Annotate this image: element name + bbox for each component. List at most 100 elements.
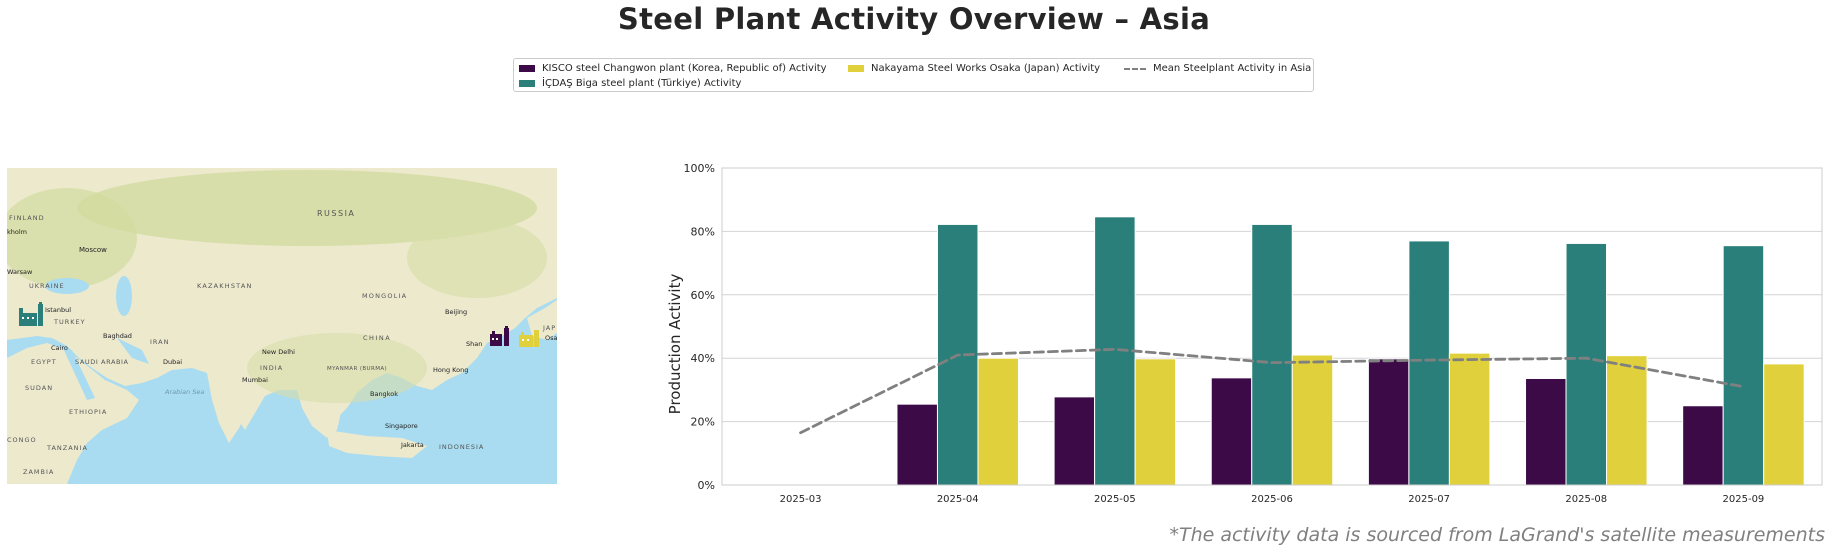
bar-series-0 — [1525, 377, 1567, 486]
map-vegetation-west — [7, 188, 137, 288]
map-label-cairo: Cairo — [51, 344, 68, 352]
map-label-china: CHINA — [363, 334, 391, 342]
legend-swatch-mean — [1124, 67, 1146, 70]
bar-series-2 — [1606, 355, 1648, 486]
map-land-indonesia — [327, 430, 427, 458]
map-label-ethiopia: ETHIOPIA — [69, 408, 107, 416]
map-caspian-sea — [116, 276, 132, 316]
map-label-newdelhi: New Delhi — [262, 348, 295, 356]
map-label-singapore: Singapore — [385, 422, 418, 430]
x-tick-label: 2025-04 — [937, 494, 979, 505]
map-label-ukraine: UKRAINE — [29, 282, 65, 290]
bar-series-2 — [1763, 363, 1805, 486]
bar-series-1 — [1251, 223, 1293, 486]
map-persian-gulf — [117, 338, 149, 364]
map-label-shanghai: Shan — [466, 340, 482, 348]
bar-series-2 — [977, 357, 1019, 486]
map-label-baghdad: Baghdad — [103, 332, 132, 340]
y-tick-label: 20% — [691, 416, 715, 429]
map-label-stockholm: kholm — [7, 228, 27, 236]
map-vegetation-north — [77, 170, 537, 246]
x-tick-label: 2025-08 — [1565, 494, 1607, 505]
map-label-istanbul: Istanbul — [45, 306, 71, 314]
bar-series-0 — [1367, 358, 1410, 486]
map-label-indonesia: INDONESIA — [439, 443, 484, 451]
map-label-finland: FINLAND — [9, 214, 45, 222]
legend-item-icdas: İÇDAŞ Biga steel plant (Türkiye) Activit… — [519, 78, 741, 89]
asia-map: RUSSIA FINLAND kholm Moscow Warsaw UKRAI… — [7, 168, 557, 484]
map-label-japan: JAP — [542, 324, 556, 332]
map-black-sea — [45, 278, 89, 294]
bar-series-0 — [896, 403, 938, 486]
legend-swatch-icdas — [519, 80, 535, 87]
map-label-dubai: Dubai — [163, 358, 182, 366]
map-label-turkey: TURKEY — [53, 318, 86, 326]
map-label-beijing: Beijing — [445, 308, 467, 316]
legend-label-nakayama: Nakayama Steel Works Osaka (Japan) Activ… — [871, 63, 1101, 74]
bar-series-0 — [1053, 396, 1096, 486]
legend-label-icdas: İÇDAŞ Biga steel plant (Türkiye) Activit… — [542, 78, 742, 89]
map-label-mongolia: MONGOLIA — [362, 292, 407, 300]
x-tick-label: 2025-06 — [1251, 494, 1293, 505]
map-land-india — [207, 373, 257, 443]
x-tick-label: 2025-09 — [1723, 494, 1765, 505]
map-label-congo: CONGO — [7, 436, 37, 444]
y-tick-label: 100% — [684, 162, 715, 175]
map-label-myanmar: MYANMAR (BURMA) — [327, 366, 387, 372]
map-label-india: INDIA — [260, 364, 283, 372]
bar-series-0 — [1210, 377, 1253, 486]
legend-item-kisco: KISCO steel Changwon plant (Korea, Repub… — [519, 63, 827, 74]
y-axis-title: Production Activity — [666, 274, 684, 415]
map-label-egypt: EGYPT — [31, 358, 57, 366]
map-label-jakarta: Jakarta — [400, 441, 424, 449]
bar-series-1 — [1094, 216, 1136, 486]
map-red-sea — [62, 346, 95, 400]
page-title: Steel Plant Activity Overview – Asia — [617, 2, 1211, 36]
map-vegetation-south — [247, 333, 427, 403]
map-label-sudan: SUDAN — [25, 384, 53, 392]
legend-item-nakayama: Nakayama Steel Works Osaka (Japan) Activ… — [848, 63, 1100, 74]
bar-series-0 — [1682, 405, 1724, 486]
y-tick-label: 0% — [698, 479, 715, 492]
map-vegetation-east — [407, 218, 547, 298]
plot-frame — [721, 167, 1823, 486]
legend-label-kisco: KISCO steel Changwon plant (Korea, Repub… — [542, 63, 827, 74]
legend-item-mean: Mean Steelplant Activity in Asia — [1124, 63, 1311, 74]
factory-icon-nakayama — [519, 330, 539, 347]
map-label-warsaw: Warsaw — [7, 268, 33, 276]
bar-series-2 — [1448, 352, 1491, 486]
map-label-russia: RUSSIA — [317, 209, 355, 218]
map-label-mumbai: Mumbai — [242, 376, 268, 384]
factory-icon-icdas — [19, 302, 43, 326]
map-label-moscow: Moscow — [79, 246, 107, 254]
bar-series-1 — [1722, 245, 1765, 486]
map-label-iran: IRAN — [150, 338, 169, 346]
bar-series-1 — [1565, 242, 1608, 486]
legend-swatch-nakayama — [848, 65, 864, 72]
legend-label-mean: Mean Steelplant Activity in Asia — [1153, 63, 1312, 74]
factory-icon-kisco — [490, 326, 509, 346]
map-label-arabian-sea: Arabian Sea — [164, 388, 204, 396]
y-tick-label: 60% — [691, 289, 715, 302]
x-tick-label: 2025-03 — [780, 494, 822, 505]
y-tick-label: 40% — [691, 352, 715, 365]
bar-series-1 — [1408, 240, 1450, 486]
y-tick-label: 80% — [691, 225, 715, 238]
map-label-hongkong: Hong Kong — [433, 366, 468, 374]
legend-swatch-kisco — [519, 65, 535, 72]
map-label-saudi: SAUDI ARABIA — [75, 358, 129, 366]
bar-series-2 — [1291, 354, 1334, 486]
bar-series-2 — [1134, 358, 1177, 486]
map-label-zambia: ZAMBIA — [23, 468, 54, 476]
x-tick-label: 2025-05 — [1094, 494, 1136, 505]
map-label-kazakhstan: KAZAKHSTAN — [197, 282, 253, 290]
chart-legend: KISCO steel Changwon plant (Korea, Repub… — [513, 58, 1314, 92]
map-label-tanzania: TANZANIA — [46, 444, 88, 452]
map-label-osaka: Osak — [545, 334, 557, 342]
data-source-footnote: *The activity data is sourced from LaGra… — [1169, 524, 1825, 546]
x-tick-label: 2025-07 — [1408, 494, 1450, 505]
mean-activity-line — [799, 347, 1745, 435]
map-land-arabia-africa — [7, 343, 139, 484]
map-label-bangkok: Bangkok — [370, 390, 398, 398]
